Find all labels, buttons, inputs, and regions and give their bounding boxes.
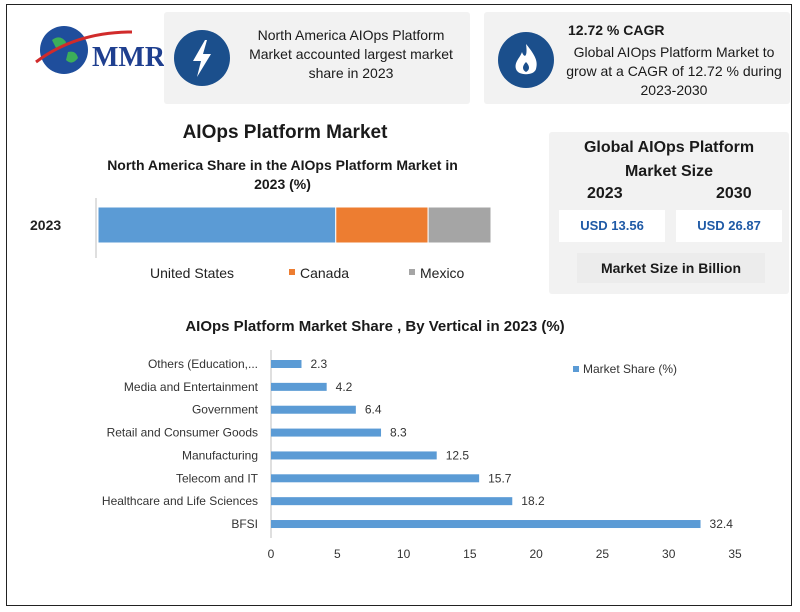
logo: MMR <box>30 18 170 80</box>
market-share-bar <box>271 405 356 414</box>
x-tick-label: 10 <box>397 547 411 561</box>
chart-2-title: AIOps Platform Market Share , By Vertica… <box>185 318 565 335</box>
value-2023: USD 13.56 <box>559 210 665 242</box>
value-label: 8.3 <box>390 426 407 440</box>
cagr-title: 12.72 % CAGR <box>568 22 665 38</box>
chart-1-category-label: 2023 <box>30 217 61 233</box>
legend-label-market-share: Market Share (%) <box>583 362 677 376</box>
value-label: 4.2 <box>336 380 353 394</box>
lightning-icon <box>174 30 230 86</box>
legend-swatch-canada <box>289 269 295 275</box>
value-label: 6.4 <box>365 403 382 417</box>
legend-label-canada: Canada <box>300 265 349 281</box>
value-label: 15.7 <box>488 471 512 485</box>
category-label: Telecom and IT <box>176 471 259 485</box>
x-tick-label: 20 <box>529 547 543 561</box>
info-card-cagr: 12.72 % CAGR Global AIOps Platform Marke… <box>484 12 790 104</box>
cagr-text: Global AIOps Platform Market to grow at … <box>566 44 782 98</box>
info-card-north-america: North America AIOps Platform Market acco… <box>164 12 470 104</box>
x-tick-label: 30 <box>662 547 676 561</box>
year-2030-label: 2030 <box>716 185 752 202</box>
bar-segment-canada <box>335 206 429 244</box>
category-label: Media and Entertainment <box>124 380 259 394</box>
value-label: 18.2 <box>521 494 545 508</box>
value-2030: USD 26.87 <box>676 210 782 242</box>
market-share-bar <box>271 497 513 506</box>
legend-label-united-states: United States <box>150 265 234 281</box>
flame-icon <box>498 32 554 88</box>
category-label: Others (Education,... <box>148 357 258 371</box>
category-label: Government <box>192 403 259 417</box>
legend-swatch-united-states <box>139 269 145 275</box>
x-tick-label: 25 <box>596 547 610 561</box>
legend-swatch-market-share <box>573 366 579 372</box>
market-size-panel: Global AIOps Platform Market Size 2023 2… <box>549 132 789 294</box>
legend-swatch-mexico <box>409 269 415 275</box>
x-tick-label: 15 <box>463 547 477 561</box>
bar-segment-united-states <box>97 206 337 244</box>
north-america-share-chart: 2023 United States Canada Mexico <box>30 198 492 281</box>
x-tick-label: 35 <box>728 547 742 561</box>
market-size-title: Global AIOps Platform Market Size <box>583 139 755 180</box>
market-share-bar <box>271 360 302 368</box>
category-label: Manufacturing <box>182 448 258 462</box>
value-label: 12.5 <box>446 448 470 462</box>
year-2023-label: 2023 <box>587 185 623 202</box>
market-share-bar <box>271 428 382 437</box>
globe-icon <box>35 26 133 74</box>
category-label: Retail and Consumer Goods <box>107 426 258 440</box>
x-tick-label: 0 <box>268 547 275 561</box>
market-share-bar <box>271 520 701 529</box>
infographic-frame <box>6 4 792 606</box>
category-label: Healthcare and Life Sciences <box>102 494 258 508</box>
vertical-share-chart: Others (Education,... 2.3 Media and Entert… <box>102 350 742 561</box>
category-label: BFSI <box>231 517 258 531</box>
info-card-text: North America AIOps Platform Market acco… <box>249 27 453 81</box>
value-label: 2.3 <box>310 357 327 371</box>
logo-text: MMR <box>92 42 166 73</box>
chart-1-title: North America Share in the AIOps Platfor… <box>107 157 458 192</box>
market-share-bar <box>271 451 437 460</box>
bar-segment-mexico <box>427 206 492 244</box>
main-title: AIOps Platform Market <box>182 122 388 143</box>
x-tick-label: 5 <box>334 547 341 561</box>
legend-label-mexico: Mexico <box>420 265 465 281</box>
market-share-bar <box>271 382 327 391</box>
market-size-note: Market Size in Billion <box>577 253 765 283</box>
market-share-bar <box>271 474 480 483</box>
value-label: 32.4 <box>710 517 734 531</box>
